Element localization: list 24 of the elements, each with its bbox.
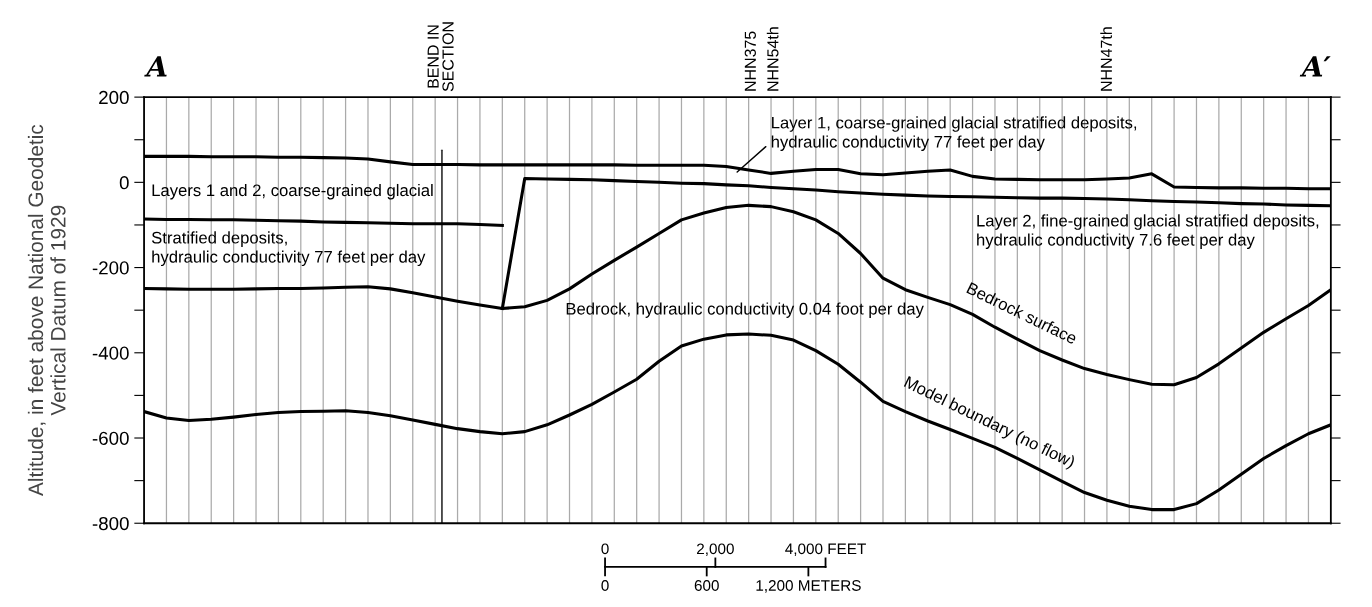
annotation: Bedrock, hydraulic conductivity 0.04 foot per day: [566, 302, 924, 318]
text: 2,000: [697, 543, 734, 557]
y-tick-label: -400: [92, 346, 129, 360]
annotation: Layer 1, coarse-grained glacial stratified deposits, hydraulic conductivity 77 feet per day: [771, 116, 1137, 151]
y-tick-label: 200: [99, 90, 129, 105]
text: BEND IN SECTION: [427, 22, 454, 92]
text: NHN375: [744, 31, 756, 91]
y-tick-label: 0: [119, 176, 129, 190]
text: A′: [1299, 56, 1331, 77]
y-axis-title: Altitude, in feet above National Geodetic Vertical Datum of 1929: [27, 124, 66, 497]
text: 0: [601, 543, 609, 555]
annotation: Layers 1 and 2, coarse-grained glacial: [152, 183, 433, 200]
text: 4,000 FEET: [785, 543, 866, 557]
text: 1,200 METERS: [756, 580, 861, 593]
y-tick-label: -200: [92, 261, 129, 275]
y-tick-label: -800: [92, 516, 129, 531]
text: 600: [694, 580, 719, 591]
text: A: [144, 56, 167, 77]
text: NHN47th: [1100, 27, 1112, 91]
y-tick-label: -600: [92, 431, 129, 445]
text: 0: [601, 580, 609, 591]
text: NHN54th: [766, 27, 779, 91]
annotation: Layer 2, fine-grained glacial stratified deposits, hydraulic conductivity 7.6 feet per day: [977, 214, 1319, 249]
annotation: Stratified deposits, hydraulic conductivity 77 feet per day: [151, 231, 426, 267]
